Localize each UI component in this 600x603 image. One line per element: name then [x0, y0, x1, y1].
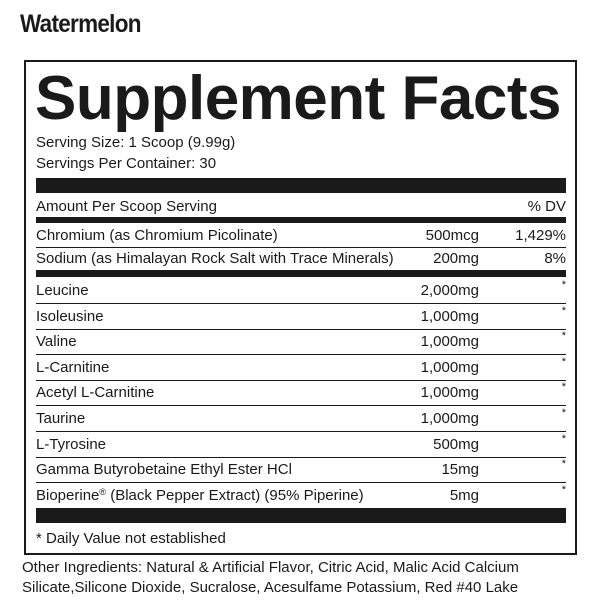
ingredient-dv: *	[561, 458, 566, 471]
ingredient-dv: *	[561, 355, 566, 368]
table-row: Isoleusine 1,000mg *	[36, 304, 566, 330]
header-amount: Amount Per Scoop Serving	[36, 198, 217, 215]
table-row: Gamma Butyrobetaine Ethyl Ester HCl 15mg *	[36, 457, 566, 484]
footnote: * Daily Value not established	[36, 530, 226, 547]
ingredient-dv: *	[561, 407, 566, 419]
divider-bar	[36, 270, 566, 277]
ingredient-dv: *	[561, 279, 566, 291]
ingredient-name-text: Bioperine	[36, 486, 100, 504]
serving-size: Serving Size: 1 Scoop (9.99g)	[36, 134, 236, 151]
ingredient-name: Isoleusine	[36, 307, 104, 325]
divider-bar	[36, 508, 566, 523]
table-row: Bioperine® (Black Pepper Extract) (95% P…	[36, 483, 566, 508]
table-row: L-Tyrosine 500mg *	[36, 432, 566, 458]
ingredient-name: L-Carnitine	[36, 358, 110, 376]
ingredient-amount: 1,000mg	[420, 307, 479, 325]
ingredient-amount: 1,000mg	[420, 384, 479, 402]
ingredient-name: Sodium (as Himalayan Rock Salt with Trac…	[36, 250, 394, 267]
table-row: Acetyl L-Carnitine 1,000mg *	[36, 380, 566, 407]
ingredient-amount: 5mg	[449, 486, 479, 504]
panel-title: Supplement Facts	[35, 64, 562, 133]
servings-per-container: Servings Per Container: 30	[36, 155, 217, 172]
supplement-facts-panel: Supplement Facts Serving Size: 1 Scoop (…	[24, 60, 577, 555]
ingredient-name: Gamma Butyrobetaine Ethyl Ester HCl	[36, 461, 292, 479]
ingredient-amount: 1,000mg	[420, 333, 479, 351]
ingredient-name-text: (Black Pepper Extract) (95% Piperine)	[106, 486, 364, 504]
ingredient-name: Leucine	[36, 282, 89, 299]
ingredient-amount: 500mg	[433, 435, 479, 453]
ingredient-amount: 200mg	[433, 250, 479, 267]
header-row: Amount Per Scoop Serving % DV	[36, 194, 566, 219]
ingredient-dv: *	[561, 381, 566, 394]
ingredient-name: Bioperine® (Black Pepper Extract) (95% P…	[36, 483, 364, 508]
ingredient-amount: 15mg	[441, 461, 479, 479]
table-row: Sodium (as Himalayan Rock Salt with Trac…	[36, 247, 566, 270]
flavor-name: Watermelon	[20, 10, 141, 38]
ingredient-name: Chromium (as Chromium Picolinate)	[36, 227, 278, 244]
ingredient-name: L-Tyrosine	[36, 435, 107, 453]
ingredient-name: Taurine	[36, 410, 86, 427]
table-row: Leucine 2,000mg *	[36, 278, 566, 304]
ingredient-dv: 8%	[544, 250, 566, 267]
ingredient-name: Acetyl L-Carnitine	[36, 384, 155, 402]
ingredient-dv: *	[561, 330, 566, 343]
divider-bar	[36, 217, 566, 223]
ingredient-amount: 2,000mg	[420, 282, 479, 299]
table-row: Valine 1,000mg *	[36, 329, 566, 356]
ingredient-amount: 500mcg	[425, 227, 479, 244]
ingredient-amount: 1,000mg	[420, 410, 479, 427]
header-dv: % DV	[527, 198, 566, 215]
other-ingredients: Other Ingredients: Natural & Artificial …	[22, 559, 519, 596]
registered-mark: ®	[99, 486, 107, 497]
divider-bar	[36, 178, 566, 193]
ingredient-dv: *	[561, 304, 566, 317]
ingredient-dv: 1,429%	[515, 227, 566, 244]
ingredient-name: Valine	[36, 333, 77, 351]
ingredient-dv: *	[561, 432, 566, 445]
table-row: Chromium (as Chromium Picolinate) 500mcg…	[36, 223, 566, 248]
ingredient-amount: 1,000mg	[420, 358, 479, 376]
table-row: Taurine 1,000mg *	[36, 406, 566, 432]
table-row: L-Carnitine 1,000mg *	[36, 355, 566, 381]
ingredient-dv: *	[561, 483, 566, 496]
